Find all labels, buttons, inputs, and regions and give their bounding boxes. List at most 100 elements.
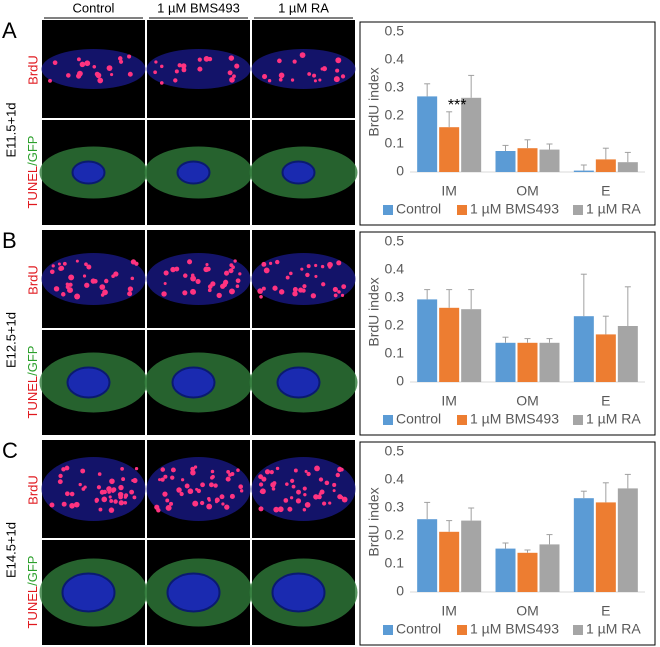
micrograph xyxy=(41,440,146,538)
nucleus xyxy=(107,490,111,494)
nucleus xyxy=(307,72,312,76)
nucleus xyxy=(310,293,317,299)
nucleus xyxy=(102,489,107,495)
micrograph xyxy=(249,120,358,225)
nucleus xyxy=(314,465,320,472)
nucleus xyxy=(229,493,235,499)
nucleus xyxy=(76,57,81,62)
legend-swatch xyxy=(573,415,583,425)
nucleus xyxy=(118,494,124,500)
nucleus xyxy=(110,72,114,77)
nucleus xyxy=(99,284,106,290)
nucleus xyxy=(170,467,176,473)
nucleus xyxy=(289,271,293,276)
nucleus xyxy=(270,482,276,488)
y-tick-label: 0.2 xyxy=(385,527,405,543)
nucleus xyxy=(285,482,289,486)
nucleus xyxy=(234,63,240,69)
nucleus xyxy=(127,286,134,292)
y-tick-label: 0.3 xyxy=(385,499,405,515)
nucleus xyxy=(269,470,274,475)
tunel-gfp-label: TUNEL/GFP xyxy=(25,346,40,419)
nucleus xyxy=(106,486,112,492)
nucleus xyxy=(219,494,225,500)
nucleus xyxy=(271,487,276,491)
nucleus xyxy=(160,64,164,69)
y-tick-label: 0 xyxy=(396,163,404,179)
nucleus xyxy=(332,286,338,293)
nucleus xyxy=(267,79,272,83)
nucleus xyxy=(235,278,241,284)
nucleus xyxy=(181,67,187,73)
bar xyxy=(573,170,594,172)
nucleus xyxy=(109,499,114,503)
nucleus xyxy=(229,77,235,83)
nucleus xyxy=(69,491,75,497)
micrograph xyxy=(251,230,356,328)
nucleus xyxy=(127,71,133,77)
nucleus xyxy=(268,261,273,266)
x-tick-label: IM xyxy=(441,183,457,199)
nucleus xyxy=(181,478,185,482)
nucleus xyxy=(58,266,64,271)
bar xyxy=(617,488,638,592)
legend-label: Control xyxy=(396,621,441,637)
nucleus xyxy=(238,272,242,276)
micrograph xyxy=(144,120,253,225)
gfp-label: /GFP xyxy=(25,556,40,586)
legend-swatch xyxy=(457,205,467,215)
nucleus xyxy=(258,506,264,512)
bar xyxy=(539,149,560,172)
nucleus xyxy=(197,57,202,62)
nucleus xyxy=(207,284,213,289)
nucleus xyxy=(84,262,88,267)
nucleus xyxy=(118,500,124,506)
nucleus xyxy=(213,483,218,488)
nucleus xyxy=(277,58,282,64)
nucleus xyxy=(118,484,124,491)
legend-label: Control xyxy=(396,201,441,217)
nucleus xyxy=(336,260,342,266)
y-tick-label: 0.2 xyxy=(385,107,405,123)
nucleus xyxy=(190,273,195,278)
nucleus xyxy=(285,275,290,280)
micrograph xyxy=(146,20,251,118)
nucleus xyxy=(117,56,123,61)
nucleus xyxy=(165,504,172,511)
nucleus xyxy=(192,500,199,507)
bar xyxy=(595,159,616,172)
micrograph xyxy=(41,230,146,328)
nucleus xyxy=(210,475,214,480)
nucleus xyxy=(154,504,160,510)
nucleus xyxy=(341,284,347,290)
nucleus xyxy=(200,482,205,488)
nucleus xyxy=(61,501,67,507)
legend-label: 1 µM RA xyxy=(586,621,641,637)
legend-swatch xyxy=(383,205,393,215)
nucleus xyxy=(97,472,102,476)
nucleus xyxy=(67,287,73,294)
nucleus xyxy=(340,74,346,79)
nucleus xyxy=(335,57,342,64)
nucleus xyxy=(300,267,304,271)
nucleus xyxy=(225,476,231,482)
nucleus xyxy=(58,473,63,479)
nucleus xyxy=(101,496,108,503)
micrograph xyxy=(41,20,146,118)
nucleus xyxy=(199,500,205,506)
nucleus xyxy=(61,467,66,472)
micrograph xyxy=(251,20,356,118)
nucleus xyxy=(62,261,67,266)
nucleus xyxy=(226,470,230,474)
tissue xyxy=(41,457,146,521)
nucleus xyxy=(195,278,201,285)
nucleus xyxy=(82,274,87,278)
nucleus xyxy=(289,496,294,500)
nucleus xyxy=(57,479,63,485)
micrograph xyxy=(144,540,253,645)
bar xyxy=(595,334,616,382)
nucleus xyxy=(187,488,194,495)
y-axis-title: BrdU index xyxy=(366,487,382,556)
nucleus xyxy=(187,259,193,265)
bar xyxy=(461,520,482,592)
